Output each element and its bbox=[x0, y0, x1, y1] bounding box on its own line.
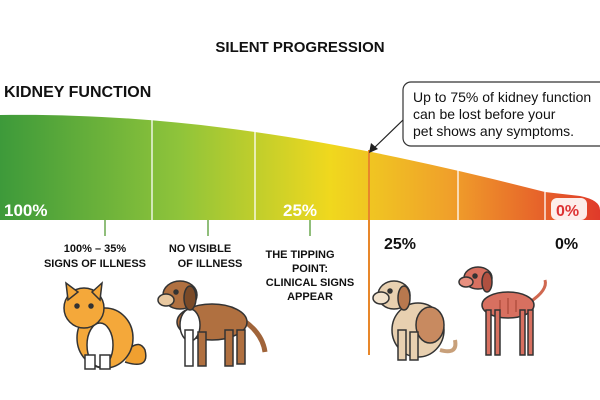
stage-label: NO VISIBLE bbox=[169, 243, 231, 255]
thin-dog-illustration bbox=[458, 266, 547, 356]
stage-label: SIGNS OF ILLNESS bbox=[44, 258, 146, 270]
stage-label: OF ILLNESS bbox=[178, 258, 243, 270]
end-cap bbox=[551, 198, 587, 220]
bar-label: 0% bbox=[556, 203, 579, 220]
callout-text: can be lost before your bbox=[413, 106, 556, 122]
stage-label: POINT: bbox=[292, 263, 328, 275]
callout-arrowhead bbox=[369, 143, 378, 153]
dog-illustration bbox=[157, 280, 268, 367]
stage-label: 100% – 35% bbox=[64, 243, 127, 255]
callout-text: Up to 75% of kidney function bbox=[413, 89, 591, 105]
callout-box bbox=[402, 81, 600, 147]
title: SILENT PROGRESSION bbox=[215, 39, 384, 56]
callout-pointer bbox=[371, 119, 404, 151]
function-band bbox=[0, 114, 600, 220]
stage-ticks bbox=[104, 220, 311, 236]
bar-label: 25% bbox=[283, 201, 317, 220]
stage-label: 0% bbox=[555, 236, 578, 253]
stage-label: CLINICAL SIGNS bbox=[266, 277, 354, 289]
bar-label: 100% bbox=[4, 201, 47, 220]
stage-label: 25% bbox=[384, 236, 416, 253]
band-dividers bbox=[151, 116, 546, 220]
callout-text: pet shows any symptoms. bbox=[413, 123, 574, 139]
stage-label: THE TIPPING bbox=[265, 249, 334, 261]
sitting-dog-illustration bbox=[372, 280, 458, 361]
stage-label: APPEAR bbox=[287, 291, 333, 303]
cat-illustration bbox=[63, 281, 147, 370]
section-label: KIDNEY FUNCTION bbox=[4, 84, 151, 101]
